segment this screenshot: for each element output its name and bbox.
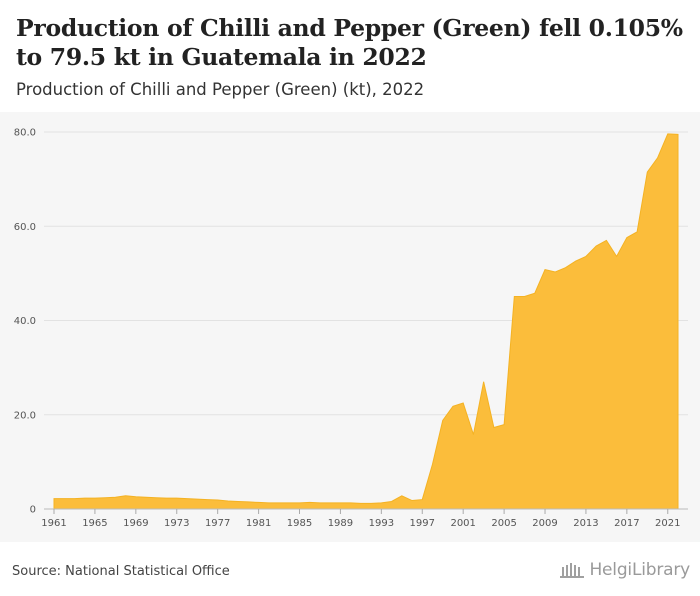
brand-logo[interactable]: HelgiLibrary bbox=[559, 560, 690, 580]
x-tick-label: 2001 bbox=[450, 518, 475, 529]
chart-title: Production of Chilli and Pepper (Green) … bbox=[16, 14, 683, 71]
x-tick-label: 1985 bbox=[287, 518, 312, 529]
production-area bbox=[53, 133, 679, 510]
source-note: Source: National Statistical Office bbox=[12, 564, 230, 579]
x-tick-label: 2009 bbox=[532, 518, 557, 529]
x-tick-label: 1973 bbox=[164, 518, 189, 529]
y-tick-label: 60.0 bbox=[14, 222, 36, 233]
y-tick-label: 40.0 bbox=[14, 316, 36, 327]
x-tick-label: 1977 bbox=[205, 518, 230, 529]
y-tick-label: 20.0 bbox=[14, 410, 36, 421]
x-tick-label: 1997 bbox=[410, 518, 435, 529]
x-tick-label: 2017 bbox=[614, 518, 639, 529]
x-tick-label: 1969 bbox=[123, 518, 148, 529]
x-tick-label: 1961 bbox=[41, 518, 66, 529]
y-tick-label: 0 bbox=[30, 505, 36, 516]
x-tick-label: 2005 bbox=[491, 518, 516, 529]
x-tick-label: 1989 bbox=[328, 518, 353, 529]
chart-subtitle: Production of Chilli and Pepper (Green) … bbox=[16, 80, 425, 99]
brand-name: HelgiLibrary bbox=[589, 560, 690, 580]
chart-area: 0 20.0 40.0 60.0 80.0 1961 1965 1969 1973 1977 198… bbox=[0, 112, 700, 542]
x-tick-label: 1965 bbox=[82, 518, 107, 529]
area-chart: 0 20.0 40.0 60.0 80.0 1961 1965 1969 1973 1977 198… bbox=[14, 128, 688, 529]
library-building-icon bbox=[560, 563, 585, 578]
x-tick-label: 2021 bbox=[655, 518, 680, 529]
x-tick-label: 1981 bbox=[246, 518, 271, 529]
y-tick-label: 80.0 bbox=[14, 128, 36, 139]
x-tick-label: 2013 bbox=[573, 518, 598, 529]
x-tick-label: 1993 bbox=[369, 518, 394, 529]
